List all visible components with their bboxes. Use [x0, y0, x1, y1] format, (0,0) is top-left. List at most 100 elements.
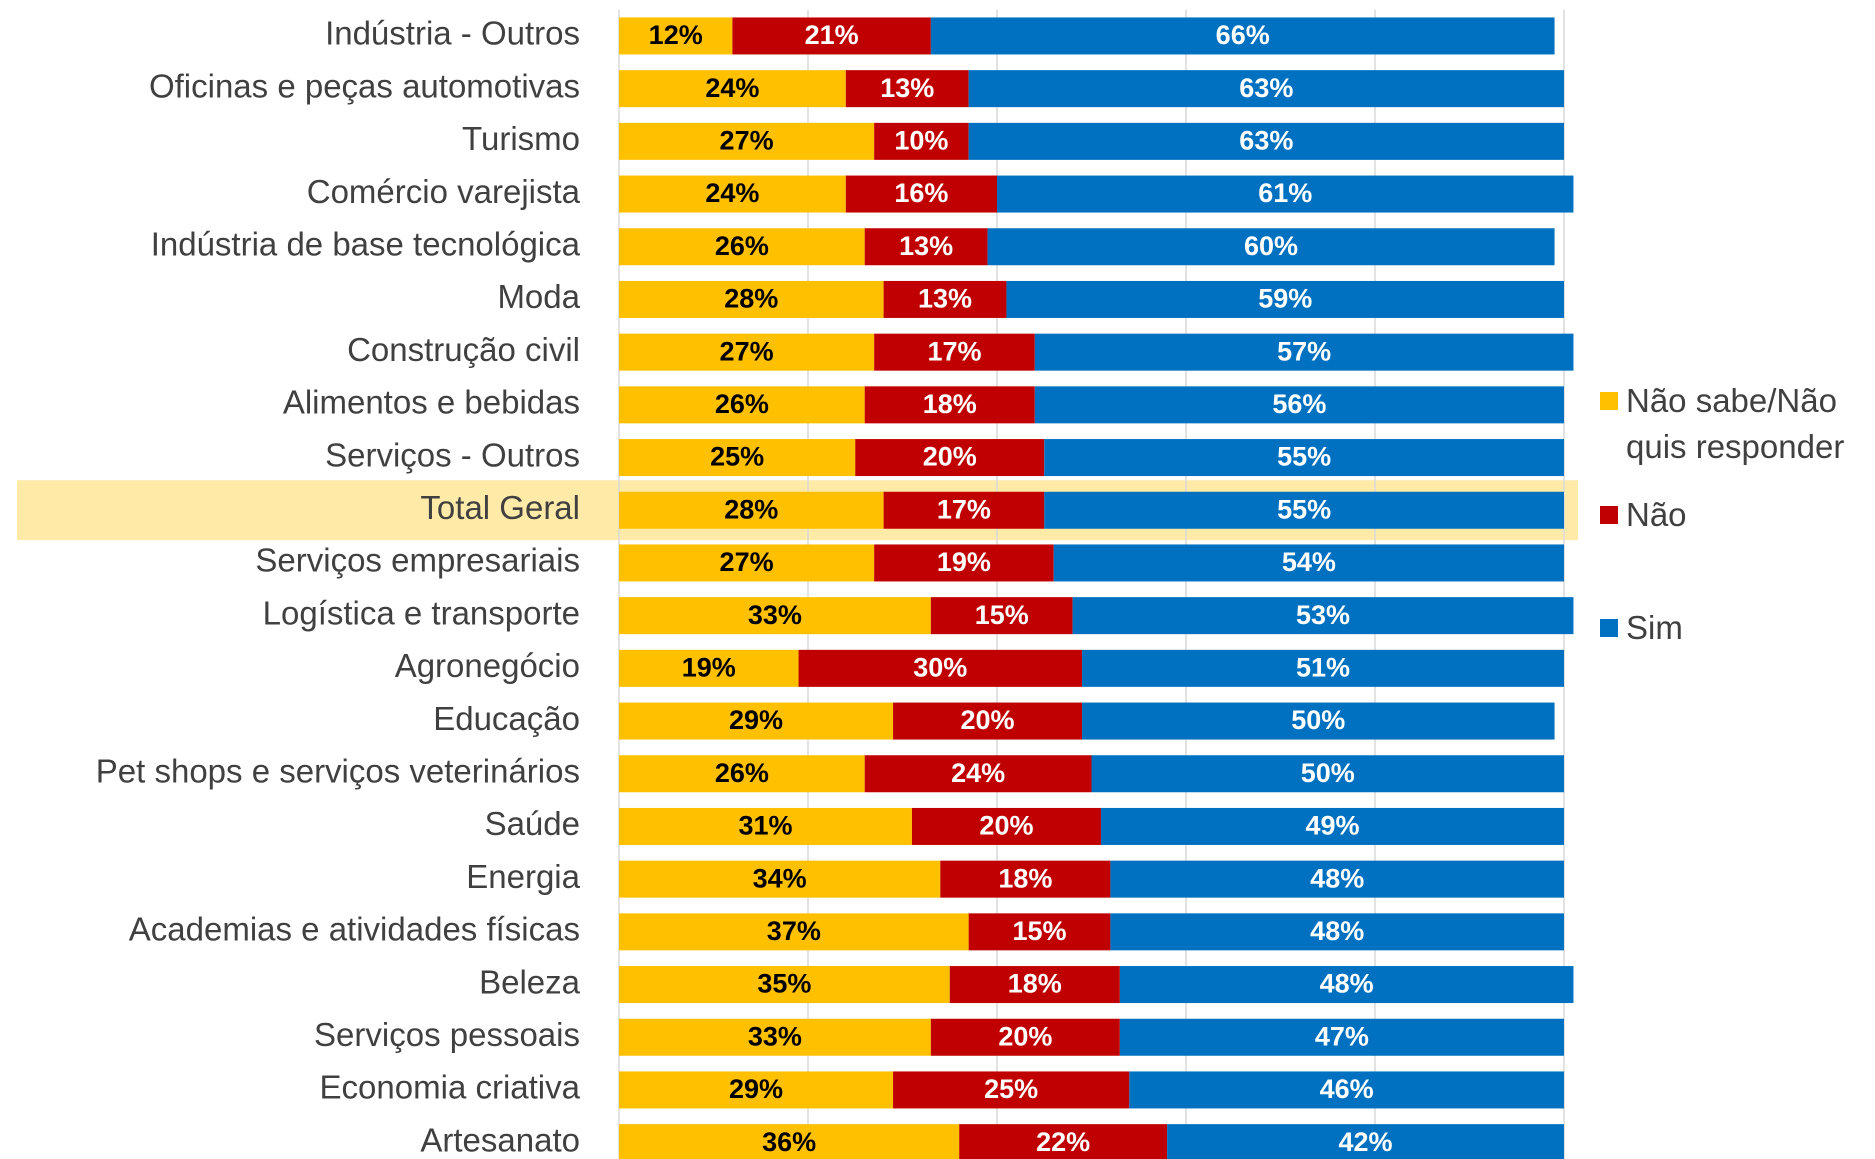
value-label: 25% — [984, 1074, 1038, 1104]
bar-segment — [959, 1124, 1168, 1159]
bar-segment — [619, 544, 875, 582]
value-label: 61% — [1258, 178, 1312, 208]
value-label: 57% — [1277, 336, 1331, 366]
value-label: 37% — [767, 916, 821, 946]
bar-segment — [930, 1018, 1120, 1056]
bar-segment — [864, 386, 1035, 424]
value-label: 15% — [1013, 916, 1067, 946]
category-label: Total Geral — [420, 489, 580, 526]
bar-segment — [940, 860, 1111, 898]
value-label: 21% — [805, 20, 859, 50]
value-label: 24% — [705, 178, 759, 208]
value-label: 42% — [1339, 1127, 1393, 1157]
legend-item: Não — [1600, 492, 1870, 538]
value-label: 46% — [1320, 1074, 1374, 1104]
value-label: 13% — [918, 284, 972, 314]
category-label: Academias e atividades físicas — [129, 911, 580, 948]
bar-segment — [855, 439, 1045, 477]
bar-segment — [911, 807, 1101, 845]
bar-segment — [874, 544, 1054, 582]
value-label: 35% — [757, 969, 811, 999]
bar-segment — [874, 333, 1035, 371]
value-label: 51% — [1296, 652, 1350, 682]
value-label: 20% — [979, 811, 1033, 841]
bar-segment — [883, 280, 1007, 318]
category-label: Educação — [433, 700, 580, 737]
bar-segment — [619, 439, 856, 477]
value-label: 18% — [923, 389, 977, 419]
category-label: Energia — [466, 858, 580, 895]
bar-segment — [893, 1071, 1130, 1109]
category-label: Artesanato — [420, 1121, 580, 1158]
value-label: 27% — [720, 336, 774, 366]
bar-segment — [1119, 1018, 1564, 1056]
bar-segment — [619, 1071, 894, 1109]
bar-segment — [1082, 702, 1555, 740]
bar-segment — [619, 755, 865, 793]
bar-segment — [619, 122, 875, 160]
category-label: Saúde — [485, 805, 580, 842]
bar-segment — [968, 122, 1564, 160]
category-label: Logística e transporte — [263, 594, 580, 631]
bar-segment — [619, 175, 846, 213]
value-label: 26% — [715, 758, 769, 788]
bar-segment — [619, 597, 931, 635]
legend-swatch — [1600, 506, 1618, 524]
category-label: Construção civil — [347, 331, 580, 368]
value-label: 48% — [1320, 969, 1374, 999]
category-label: Alimentos e bebidas — [283, 384, 580, 421]
value-label: 59% — [1258, 284, 1312, 314]
value-label: 13% — [880, 73, 934, 103]
bar-segment — [619, 280, 884, 318]
bar-segment — [619, 966, 950, 1004]
bar-segment — [1044, 491, 1564, 529]
legend-label: Não — [1626, 496, 1687, 533]
value-label: 28% — [724, 284, 778, 314]
value-label: 48% — [1310, 863, 1364, 893]
bar-segment — [968, 70, 1564, 108]
bar-segment — [1006, 280, 1564, 318]
value-label: 31% — [738, 811, 792, 841]
value-label: 49% — [1305, 811, 1359, 841]
value-label: 27% — [720, 125, 774, 155]
value-label: 13% — [899, 231, 953, 261]
value-label: 25% — [710, 442, 764, 472]
value-label: 10% — [894, 125, 948, 155]
bar-segment — [930, 597, 1073, 635]
value-label: 17% — [937, 494, 991, 524]
value-label: 55% — [1277, 494, 1331, 524]
value-label: 36% — [762, 1127, 816, 1157]
category-label: Serviços - Outros — [325, 436, 580, 473]
value-label: 30% — [913, 652, 967, 682]
value-label: 33% — [748, 600, 802, 630]
bar-segment — [1082, 649, 1564, 687]
legend-label: Não sabe/Não quis responder — [1626, 382, 1845, 465]
bar-segment — [619, 649, 799, 687]
bar-segment — [619, 17, 733, 55]
value-label: 27% — [720, 547, 774, 577]
bar-segment — [997, 175, 1574, 213]
value-label: 33% — [748, 1021, 802, 1051]
bar-segment — [930, 17, 1555, 55]
value-label: 26% — [715, 389, 769, 419]
bar-segment — [619, 860, 941, 898]
category-label: Beleza — [479, 963, 581, 1000]
value-label: 18% — [1008, 969, 1062, 999]
category-label: Comércio varejista — [307, 173, 581, 210]
value-label: 12% — [649, 20, 703, 50]
category-label: Pet shops e serviços veterinários — [96, 752, 580, 789]
bar-segment — [619, 386, 865, 424]
value-label: 48% — [1310, 916, 1364, 946]
bar-segment — [874, 122, 969, 160]
value-label: 63% — [1239, 73, 1293, 103]
bar-segment — [619, 807, 912, 845]
category-label: Economia criativa — [320, 1069, 581, 1106]
legend-swatch — [1600, 392, 1618, 410]
value-label: 53% — [1296, 600, 1350, 630]
bar-segment — [1072, 597, 1574, 635]
category-label: Oficinas e peças automotivas — [149, 67, 580, 104]
value-label: 55% — [1277, 442, 1331, 472]
bar-segment — [1119, 966, 1574, 1004]
bar-segment — [949, 966, 1120, 1004]
